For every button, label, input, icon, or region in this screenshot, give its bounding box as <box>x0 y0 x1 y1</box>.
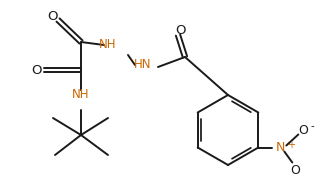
Text: N: N <box>276 141 285 154</box>
Text: HN: HN <box>134 59 152 71</box>
Text: NH: NH <box>99 39 117 51</box>
Text: O: O <box>290 164 300 177</box>
Text: O: O <box>48 11 58 23</box>
Text: -: - <box>310 122 314 132</box>
Text: O: O <box>175 23 185 36</box>
Text: +: + <box>287 139 295 149</box>
Text: NH: NH <box>72 88 90 101</box>
Text: O: O <box>31 64 41 77</box>
Text: O: O <box>298 124 308 137</box>
